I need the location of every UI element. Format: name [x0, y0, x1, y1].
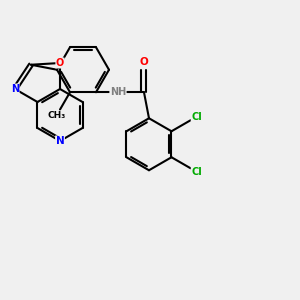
Text: Cl: Cl — [191, 167, 202, 177]
Text: N: N — [11, 84, 19, 94]
Text: N: N — [56, 136, 64, 146]
Text: NH: NH — [110, 87, 126, 97]
Text: O: O — [140, 57, 148, 67]
Text: O: O — [56, 58, 64, 68]
Text: CH₃: CH₃ — [47, 111, 66, 120]
Text: Cl: Cl — [191, 112, 202, 122]
